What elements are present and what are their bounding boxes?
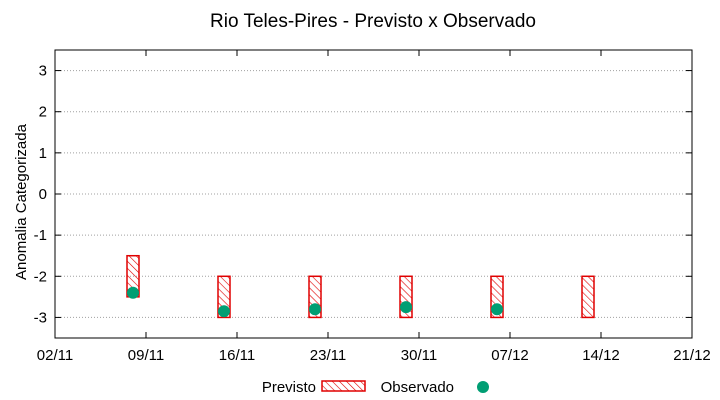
- x-tick-label: 21/12: [673, 347, 711, 364]
- y-tick-label: 2: [39, 104, 47, 121]
- x-tick-label: 23/11: [310, 347, 346, 364]
- y-tick-label: 0: [39, 186, 47, 203]
- legend-label-observado: Observado: [381, 379, 454, 396]
- x-tick-labels: 02/11 09/11 16/11 23/11 30/11 07/12 14/12 21/12: [37, 347, 711, 364]
- legend: Previsto Observado: [262, 379, 489, 396]
- y-tick-labels: -3 -2 -1 0 1 2 3: [34, 63, 47, 327]
- previsto-series: [126, 254, 595, 319]
- x-tick-label: 14/12: [582, 347, 620, 364]
- x-tick-label: 09/11: [128, 347, 164, 364]
- y-tick-label: 1: [39, 145, 47, 162]
- plot-frame: [54, 49, 693, 339]
- legend-marker-observado: [477, 381, 489, 393]
- x-tick-label: 02/11: [37, 347, 73, 364]
- observado-point: [218, 305, 230, 318]
- previsto-box: [581, 275, 595, 319]
- y-axis-label: Anomalia Categorizada: [13, 123, 30, 280]
- x-tick-label: 30/11: [401, 347, 437, 364]
- y-tick-label: 3: [39, 63, 47, 80]
- observado-point: [127, 286, 139, 299]
- observado-series: [127, 286, 503, 318]
- chart-title: Rio Teles-Pires - Previsto x Observado: [210, 11, 536, 32]
- observado-point: [491, 303, 503, 316]
- legend-swatch-previsto: [321, 380, 366, 392]
- y-tick-label: -1: [34, 227, 47, 244]
- y-tick-label: -2: [34, 268, 47, 285]
- x-tick-label: 16/11: [219, 347, 255, 364]
- observado-point: [309, 303, 321, 316]
- observado-point: [400, 301, 412, 314]
- grid: [55, 70, 692, 318]
- legend-label-previsto: Previsto: [262, 379, 316, 396]
- y-tick-label: -3: [34, 309, 47, 326]
- x-tick-label: 07/12: [491, 347, 529, 364]
